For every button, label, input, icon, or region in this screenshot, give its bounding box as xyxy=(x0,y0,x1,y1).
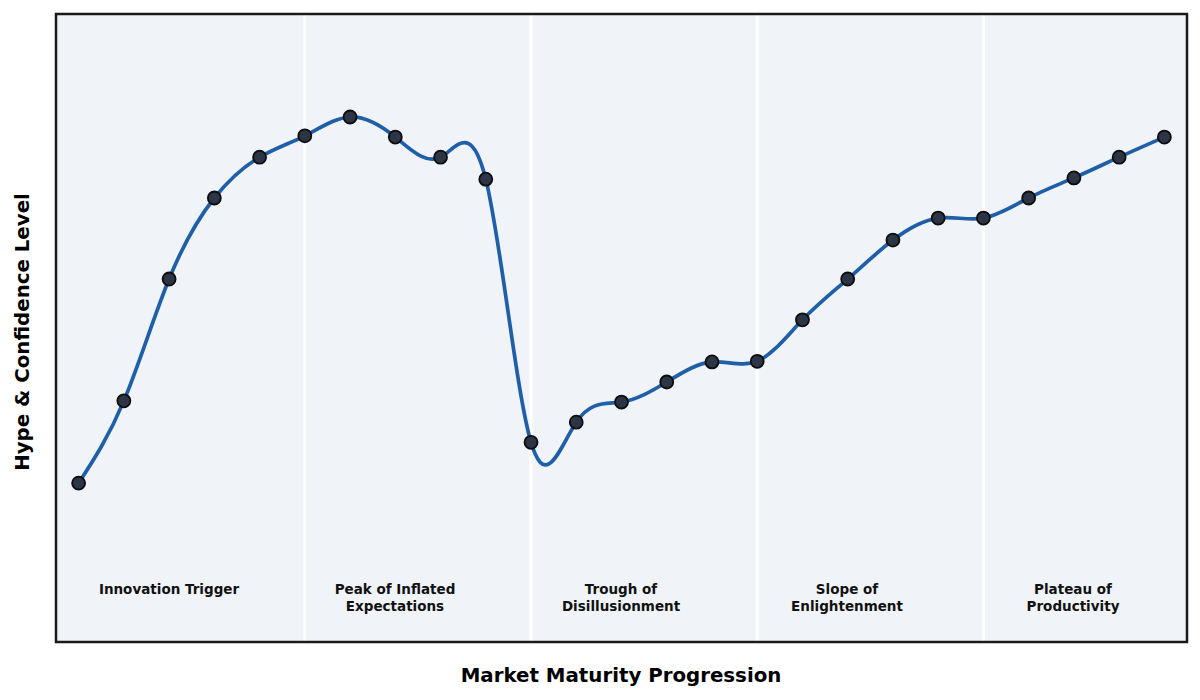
data-point-marker xyxy=(253,151,266,164)
data-point-marker xyxy=(1113,151,1126,164)
hype-cycle-figure: Hype & Confidence Level Market Maturity … xyxy=(0,0,1200,700)
data-point-marker xyxy=(751,355,764,368)
data-point-marker xyxy=(932,212,945,225)
data-point-marker xyxy=(163,273,176,286)
data-point-marker xyxy=(479,173,492,186)
x-axis-label: Market Maturity Progression xyxy=(461,666,782,686)
data-point-marker xyxy=(615,396,628,409)
data-point-marker xyxy=(796,313,809,326)
data-point-marker xyxy=(1158,131,1171,144)
data-point-marker xyxy=(208,192,221,205)
phase-label-plateau-of-productivity: Plateau of Productivity xyxy=(1027,581,1120,616)
y-axis-label: Hype & Confidence Level xyxy=(13,193,33,471)
plot-background xyxy=(56,14,1187,642)
data-point-marker xyxy=(977,212,990,225)
data-point-marker xyxy=(389,131,402,144)
data-point-marker xyxy=(886,234,899,247)
data-point-marker xyxy=(570,416,583,429)
data-point-marker xyxy=(525,436,538,449)
data-point-marker xyxy=(434,151,447,164)
data-point-marker xyxy=(660,376,673,389)
data-point-marker xyxy=(344,110,357,123)
phase-label-peak-of-inflated-expectations: Peak of Inflated Expectations xyxy=(335,581,456,616)
data-point-marker xyxy=(841,273,854,286)
data-point-marker xyxy=(1022,192,1035,205)
phase-label-innovation-trigger: Innovation Trigger xyxy=(99,581,239,598)
data-point-marker xyxy=(705,355,718,368)
phase-label-trough-of-disillusionment: Trough of Disillusionment xyxy=(562,581,680,616)
data-point-marker xyxy=(298,129,311,142)
phase-label-slope-of-enlightenment: Slope of Enlightenment xyxy=(791,581,903,616)
data-point-marker xyxy=(117,394,130,407)
data-point-marker xyxy=(1067,171,1080,184)
data-point-marker xyxy=(72,477,85,490)
